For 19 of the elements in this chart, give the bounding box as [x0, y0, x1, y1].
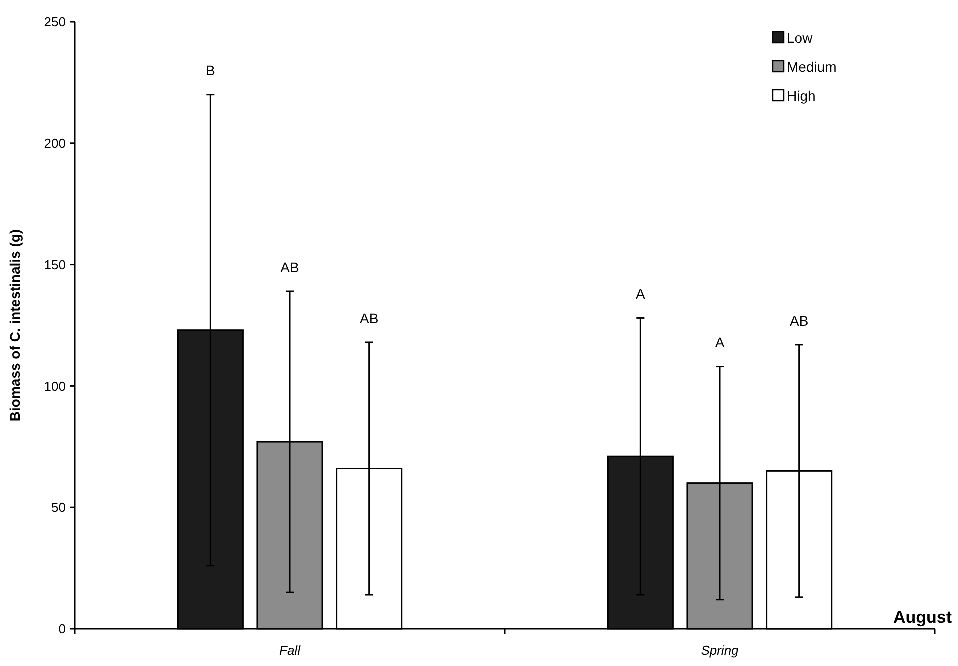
- y-tick-label: 250: [44, 14, 66, 30]
- legend-label: Low: [787, 30, 814, 46]
- annotation: AB: [790, 312, 809, 329]
- y-tick-label: 200: [44, 136, 66, 151]
- x-tick-label: Spring: [701, 643, 740, 658]
- annotation: AB: [360, 310, 379, 326]
- y-tick-label: 50: [52, 500, 66, 516]
- annotation: B: [206, 62, 216, 79]
- legend-label: Medium: [787, 58, 837, 75]
- y-tick-label: 150: [44, 257, 66, 272]
- y-tick-label: 0: [58, 622, 66, 637]
- annotation: August: [893, 608, 952, 627]
- y-tick-label: 100: [44, 378, 66, 394]
- x-tick-label: Fall: [280, 643, 302, 658]
- annotation: A: [636, 286, 646, 302]
- annotation: A: [715, 334, 726, 351]
- legend-label: High: [787, 88, 816, 104]
- annotation: AB: [280, 259, 300, 276]
- y-axis-title: Biomass of C. intestinalis (g): [7, 229, 23, 422]
